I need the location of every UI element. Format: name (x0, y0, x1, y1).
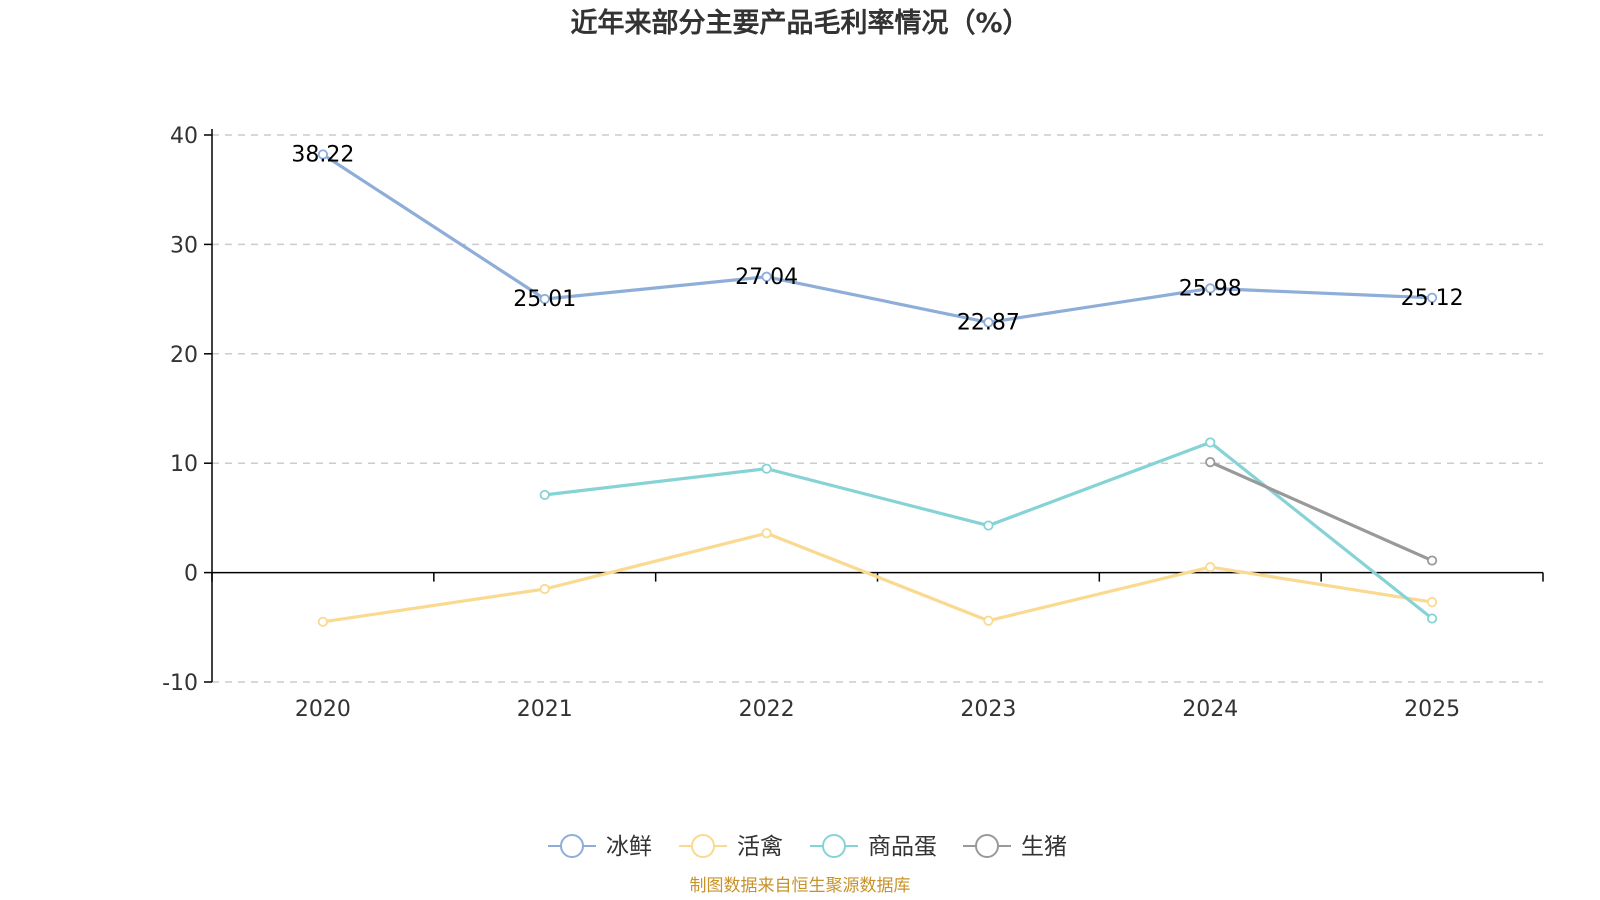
data-label-0-1: 25.01 (513, 287, 576, 312)
data-point-0-3 (983, 317, 994, 328)
data-point-0-2 (761, 271, 772, 282)
data-point-0-5 (1426, 292, 1438, 303)
legend-item-2[interactable]: 商品蛋 (810, 834, 937, 860)
data-label-0-4: 25.98 (1179, 276, 1242, 301)
data-label-0-2: 27.04 (735, 265, 798, 290)
chart-title: 近年来部分主要产品毛利率情况（%） (570, 7, 1029, 39)
legend[interactable]: 冰鲜 活禽 商品蛋 生猪 (548, 834, 1067, 860)
x-tick-label: 2025 (1404, 697, 1460, 722)
data-labels: 38.22 25.01 27.04 22.87 25.98 25.12 (291, 142, 1463, 335)
x-tick-label: 2021 (517, 697, 573, 722)
data-point-1-4 (1205, 562, 1216, 573)
legend-circle-icon (691, 834, 715, 858)
data-label-0-3: 22.87 (957, 310, 1020, 335)
legend-circle-icon (560, 834, 584, 858)
data-label-0-5: 25.12 (1401, 286, 1464, 311)
data-point-3-4 (1205, 457, 1216, 468)
legend-label: 冰鲜 (606, 834, 652, 860)
x-tick-label: 2022 (739, 697, 795, 722)
data-point-2-4 (1205, 437, 1216, 448)
legend-circle-icon (822, 834, 846, 858)
y-tick-label: 30 (170, 233, 198, 258)
legend-label: 生猪 (1021, 834, 1067, 860)
data-point-3-5 (1426, 555, 1438, 566)
legend-label: 商品蛋 (868, 834, 937, 860)
x-tick-label: 2023 (960, 697, 1016, 722)
series-lines (317, 149, 1438, 627)
y-tick-label: -10 (162, 671, 198, 696)
x-tick-label: 2024 (1182, 697, 1238, 722)
axes: -10 0 10 20 30 40 2020 2021 2022 2023 2024 2025 (162, 124, 1544, 722)
data-point-2-2 (761, 463, 772, 474)
legend-circle-icon (975, 834, 999, 858)
data-point-1-2 (761, 528, 772, 539)
data-point-2-3 (983, 520, 994, 531)
series-line-0 (322, 153, 1433, 324)
data-point-0-0 (317, 149, 329, 160)
legend-item-1[interactable]: 活禽 (679, 834, 783, 860)
data-point-0-4 (1205, 283, 1216, 294)
legend-item-3[interactable]: 生猪 (963, 834, 1067, 860)
grid-lines (212, 134, 1543, 683)
data-point-1-5 (1426, 597, 1438, 608)
data-label-0-0: 38.22 (291, 142, 354, 167)
legend-item-0[interactable]: 冰鲜 (548, 834, 652, 860)
data-point-0-1 (539, 293, 550, 305)
y-tick-label: 10 (170, 452, 198, 477)
data-point-1-3 (983, 615, 994, 626)
data-point-2-5 (1426, 613, 1438, 624)
y-tick-label: 40 (170, 124, 198, 149)
y-tick-label: 0 (184, 562, 198, 587)
x-tick-label: 2020 (295, 697, 351, 722)
data-point-1-0 (317, 616, 329, 627)
data-point-1-1 (539, 583, 550, 595)
source-note: 制图数据来自恒生聚源数据库 (690, 876, 911, 896)
data-point-2-1 (539, 489, 550, 501)
series-line-3 (1209, 460, 1433, 563)
legend-label: 活禽 (737, 834, 783, 860)
y-tick-label: 20 (170, 343, 198, 368)
series-line-1 (322, 531, 1433, 624)
